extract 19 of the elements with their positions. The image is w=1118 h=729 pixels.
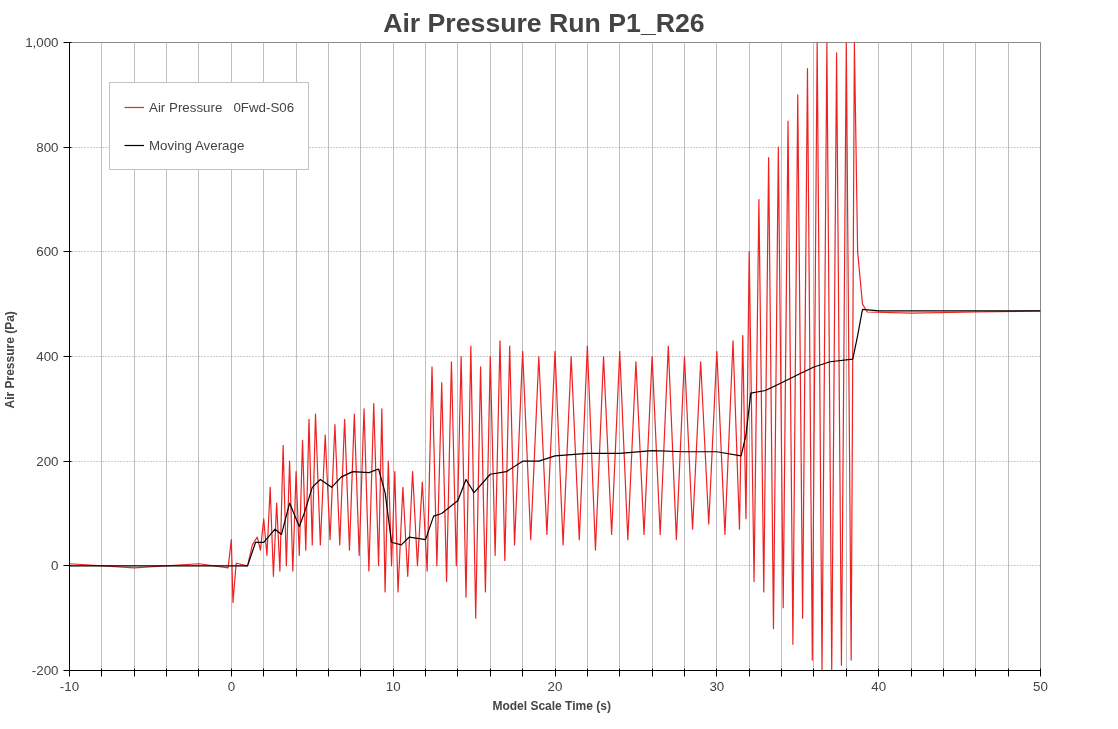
x-tick-label: 0 xyxy=(227,678,236,694)
x-tick-label: 20 xyxy=(547,678,563,694)
x-tick-label: 50 xyxy=(1033,678,1048,694)
y-tick-label: 200 xyxy=(36,453,59,469)
legend-label: Air Pressure 0Fwd-S06 xyxy=(149,99,295,115)
y-tick-label: 400 xyxy=(36,349,59,364)
x-tick-label: 10 xyxy=(385,678,401,694)
y-tick-label: 800 xyxy=(36,139,59,155)
y-tick-label: 0 xyxy=(51,558,59,574)
y-axis-title: Air Pressure (Pa) xyxy=(3,311,18,409)
legend-label: Moving Average xyxy=(149,137,245,153)
y-tick-label: -200 xyxy=(31,663,59,678)
chart-title: Air Pressure Run P1_R26 xyxy=(383,7,705,38)
x-tick-label: -10 xyxy=(59,678,80,694)
x-axis-title: Model Scale Time (s) xyxy=(492,698,611,713)
x-tick-label: 30 xyxy=(709,678,725,694)
y-tick-label: 600 xyxy=(36,244,59,260)
x-tick-label: 40 xyxy=(871,678,887,694)
y-tick-label: 1,000 xyxy=(25,35,59,50)
